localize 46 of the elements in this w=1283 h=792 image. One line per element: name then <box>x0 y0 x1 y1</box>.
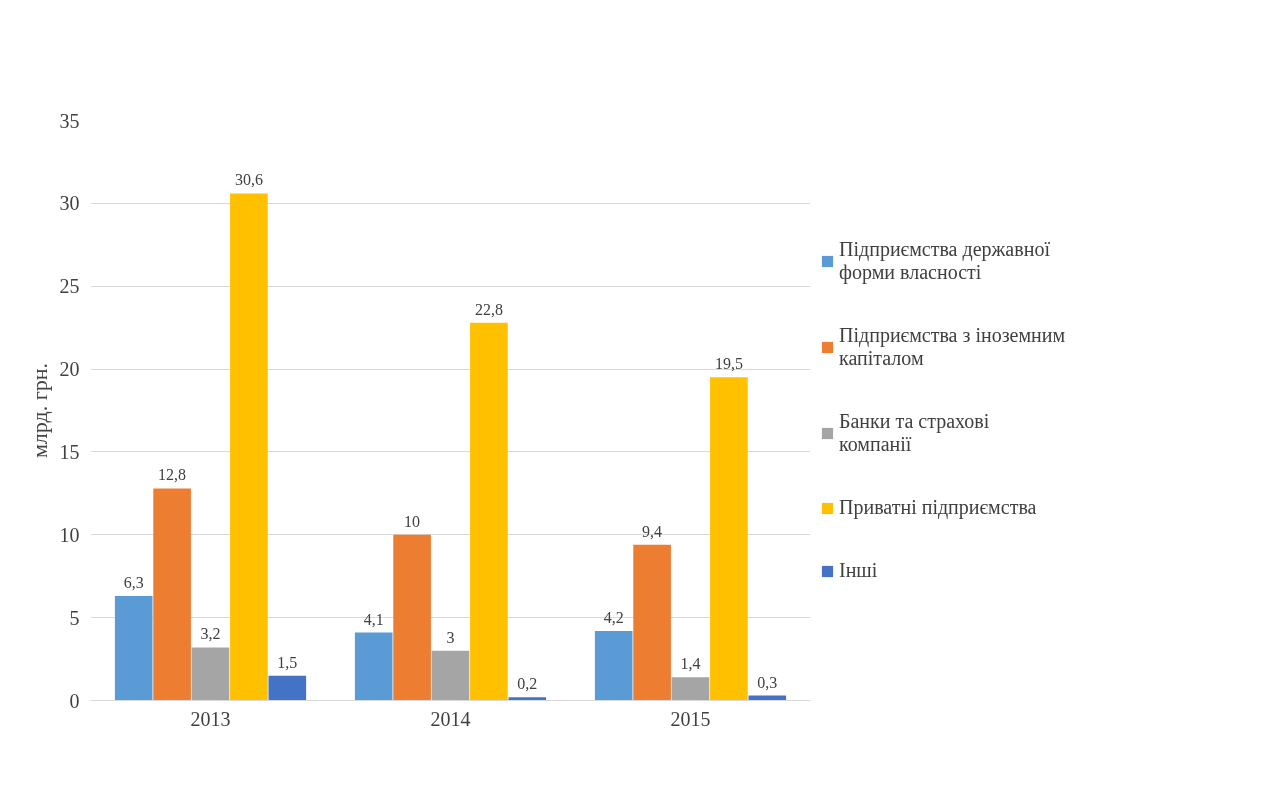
bar <box>508 697 547 701</box>
data-label: 4,1 <box>363 610 384 628</box>
data-label: 10 <box>404 512 421 530</box>
legend-label: Підприємства з іноземним капіталом <box>839 324 1066 370</box>
bar <box>268 675 307 701</box>
y-tick-label: 20 <box>59 358 80 381</box>
bar <box>470 322 508 701</box>
bar <box>153 488 191 701</box>
data-label: 30,6 <box>234 171 263 189</box>
data-label: 12,8 <box>158 466 187 484</box>
bar <box>114 596 153 701</box>
data-label: 1,5 <box>277 653 298 671</box>
y-tick-label: 30 <box>59 192 80 215</box>
bar <box>671 677 710 701</box>
y-tick-label: 15 <box>59 440 80 463</box>
bar <box>710 377 748 701</box>
data-label: 0,2 <box>517 675 538 693</box>
bar <box>431 650 470 701</box>
bar <box>191 647 230 701</box>
bar <box>230 193 268 701</box>
legend-label: Приватні підприємства <box>839 496 1037 519</box>
legend-label: Інші <box>839 559 878 582</box>
bar <box>354 632 393 701</box>
data-label: 3,2 <box>200 625 221 643</box>
bar <box>633 544 671 701</box>
bar <box>393 534 431 701</box>
y-axis-title: млрд. грн. <box>26 362 52 459</box>
y-tick-label: 10 <box>59 523 80 546</box>
x-tick-label: 2015 <box>670 707 711 730</box>
data-label: 22,8 <box>474 300 503 318</box>
data-label: 19,5 <box>714 355 743 373</box>
y-tick-label: 35 <box>59 109 80 132</box>
data-label: 1,4 <box>680 655 701 673</box>
data-label: 0,3 <box>757 673 778 691</box>
bar <box>594 630 633 701</box>
x-tick-label: 2014 <box>430 707 471 730</box>
legend-label: Банки та страхові компанії <box>839 410 990 456</box>
data-label: 4,2 <box>603 608 624 626</box>
data-label: 9,4 <box>642 522 663 540</box>
x-tick-label: 2013 <box>190 707 231 730</box>
legend-label: Підприємства державної форми власності <box>839 238 1050 284</box>
y-tick-label: 5 <box>69 606 80 629</box>
data-label: 6,3 <box>123 574 144 592</box>
y-tick-label: 25 <box>59 275 80 298</box>
data-label: 3 <box>446 628 455 646</box>
y-tick-label: 0 <box>69 689 80 712</box>
